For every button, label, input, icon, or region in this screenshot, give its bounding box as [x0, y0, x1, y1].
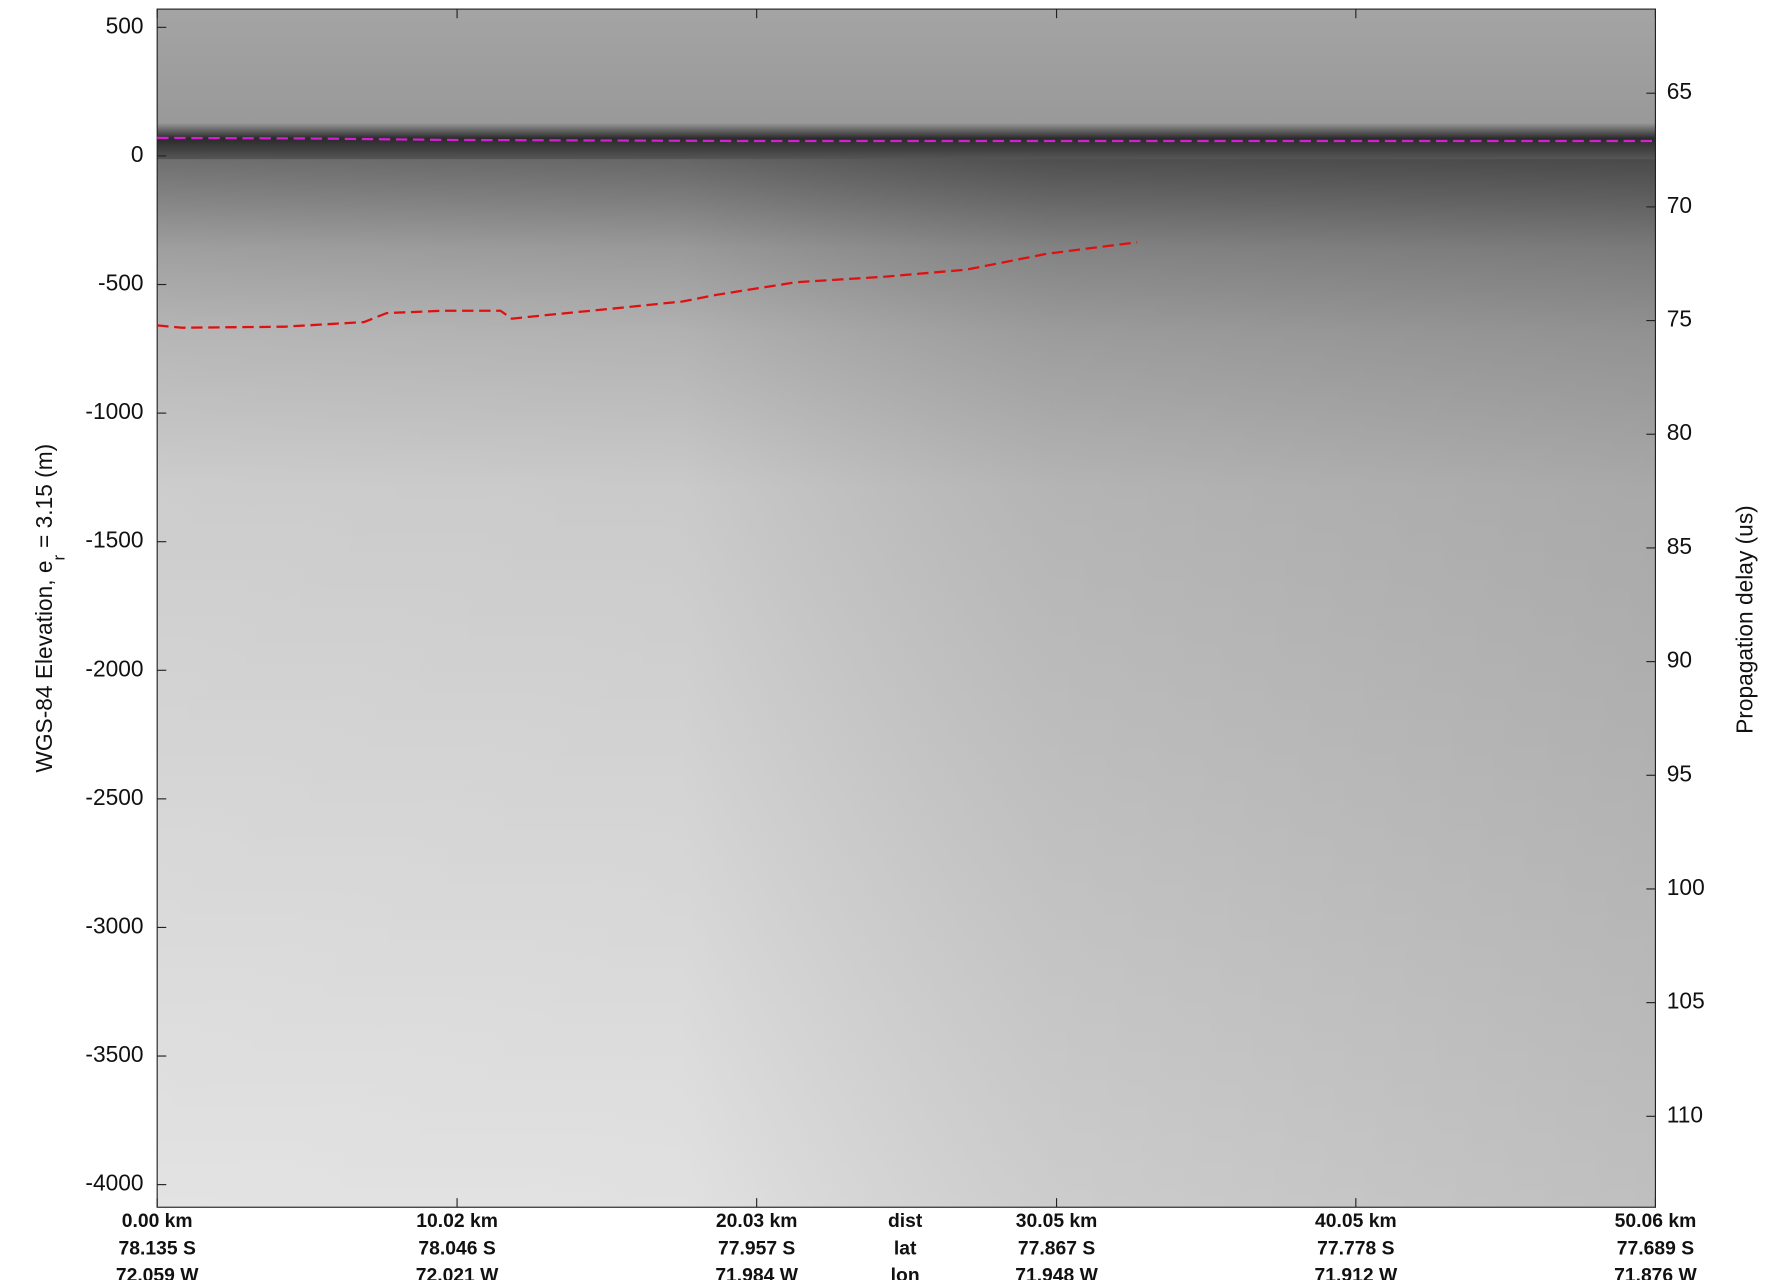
- y-title-sub: r: [49, 554, 68, 560]
- x-tick-label: 20.03 km: [716, 1211, 798, 1232]
- layer-line: [157, 241, 1138, 329]
- y2-tick-label: 75: [1667, 306, 1692, 332]
- y-title-rest: = 3.15 (m): [31, 444, 57, 548]
- y-tick-label: -2000: [85, 655, 143, 681]
- row-label: dist: [888, 1211, 923, 1232]
- x-tick-label: 50.06 km: [1615, 1211, 1697, 1232]
- y2-tick-label: 95: [1667, 760, 1692, 786]
- y2-tick-label: 100: [1667, 874, 1705, 900]
- x-tick-label: 30.05 km: [1016, 1211, 1098, 1232]
- y2-tick-label: 110: [1667, 1101, 1703, 1127]
- y-tick-label: -1000: [85, 398, 143, 424]
- lon-label: 71.984 W: [715, 1266, 798, 1280]
- y-tick-label: -1500: [85, 527, 143, 553]
- y2-tick-label: 70: [1667, 192, 1692, 218]
- x-tick-label: 40.05 km: [1315, 1211, 1397, 1232]
- y2-tick-label: 65: [1667, 78, 1692, 104]
- layer-line: [157, 136, 1656, 143]
- y-tick-label: -500: [98, 270, 143, 296]
- y2-axis-title: Propagation delay (us): [1731, 505, 1757, 734]
- row-label: lat: [894, 1238, 917, 1259]
- lat-label: 77.957 S: [718, 1238, 795, 1259]
- lon-label: 71.948 W: [1015, 1266, 1098, 1280]
- y2-tick-label: 80: [1667, 419, 1692, 445]
- y-title-main: WGS-84 Elevation, e: [31, 560, 57, 772]
- y-tick-label: -2500: [85, 784, 143, 810]
- lat-label: 77.778 S: [1317, 1238, 1394, 1259]
- lat-label: 78.046 S: [418, 1238, 495, 1259]
- y2-tick-label: 85: [1667, 533, 1692, 559]
- lat-label: 77.867 S: [1018, 1238, 1095, 1259]
- y-tick-label: -3000: [85, 912, 143, 938]
- lon-label: 72.059 W: [116, 1266, 199, 1280]
- lon-label: 71.912 W: [1315, 1266, 1398, 1280]
- row-label: lon: [891, 1266, 920, 1280]
- y-axis-title: WGS-84 Elevation, er = 3.15 (m): [31, 444, 68, 773]
- lon-label: 71.876 W: [1614, 1266, 1697, 1280]
- x-tick-label: 0.00 km: [122, 1211, 193, 1232]
- y-tick-label: -4000: [85, 1170, 143, 1196]
- y-tick-label: -3500: [85, 1041, 143, 1067]
- y-tick-label: 0: [131, 141, 144, 167]
- lat-label: 77.689 S: [1617, 1238, 1694, 1259]
- y2-tick-label: 90: [1667, 647, 1692, 673]
- y-tick-label: 500: [106, 12, 144, 38]
- lat-label: 78.135 S: [119, 1238, 196, 1259]
- plot-frame: [156, 8, 1657, 1208]
- echogram-shade: [157, 159, 1656, 1208]
- x-tick-label: 10.02 km: [416, 1211, 498, 1232]
- y2-tick-label: 105: [1667, 988, 1705, 1014]
- lon-label: 72.021 W: [416, 1266, 499, 1280]
